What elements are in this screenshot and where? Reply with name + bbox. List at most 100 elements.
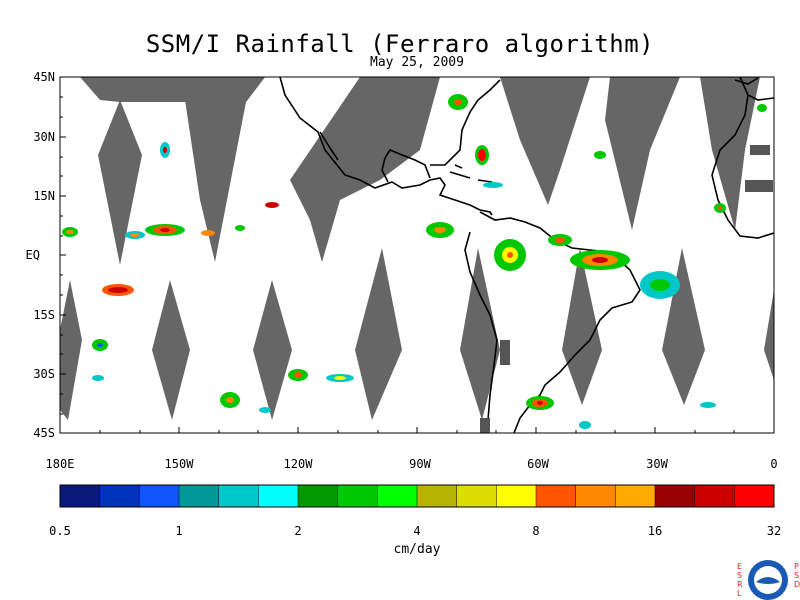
swath-gap <box>355 248 402 420</box>
colorbar-swatch <box>60 485 101 507</box>
baja-coast <box>319 131 339 161</box>
lat-ticks <box>60 76 66 434</box>
lat-label: 45S <box>33 426 55 440</box>
rain-patch <box>102 284 134 296</box>
colorbar <box>60 485 775 507</box>
colorbar-swatch <box>139 485 180 507</box>
rain-patch <box>714 203 726 213</box>
lat-label: 30N <box>33 130 55 144</box>
lat-labels: 45N 30N 15N EQ 15S 30S 45S <box>26 70 55 440</box>
colorbar-swatch <box>218 485 259 507</box>
coastlines <box>279 76 775 434</box>
colorbar-tick-label: 2 <box>294 524 301 538</box>
rain-patch <box>475 145 489 165</box>
rain-patch <box>288 369 308 381</box>
map-subtitle: May 25, 2009 <box>370 55 464 70</box>
lat-label: 15S <box>33 308 55 322</box>
colorbar-swatch <box>694 485 735 507</box>
colorbar-swatch <box>615 485 656 507</box>
colorbar-tick-label: 16 <box>648 524 662 538</box>
noaa-gull-icon <box>756 577 780 584</box>
colorbar-tick-label: 4 <box>413 524 420 538</box>
colorbar-swatch <box>258 485 299 507</box>
rain-patch <box>483 182 503 188</box>
noaa-badge-text: NOAA <box>759 571 777 578</box>
colorbar-swatch <box>99 485 140 507</box>
rain-patch <box>448 94 468 110</box>
iberia-coast <box>747 94 775 101</box>
rain-patch <box>125 231 145 239</box>
rain-patch <box>201 230 215 236</box>
colorbar-labels: 0.5 1 2 4 8 16 32 cm/day <box>49 524 781 557</box>
map-title: SSM/I Rainfall (Ferraro algorithm) <box>145 30 655 58</box>
lon-label: 180E <box>46 457 75 471</box>
swath-gap <box>253 280 292 420</box>
colorbar-tick-label: 32 <box>767 524 781 538</box>
rain-patch <box>700 402 716 408</box>
swath-gaps <box>60 77 774 420</box>
lon-label: 150W <box>165 457 195 471</box>
colorbar-swatch <box>456 485 497 507</box>
lon-label: 0 <box>770 457 777 471</box>
colorbar-swatch <box>298 485 339 507</box>
colorbar-tick-label: 1 <box>175 524 182 538</box>
swath-gap <box>764 290 774 380</box>
north-america-coast <box>279 76 493 216</box>
colorbar-frame <box>59 484 775 508</box>
rain-patch <box>259 407 271 413</box>
rain-patch <box>640 271 680 299</box>
land-patch <box>745 180 773 192</box>
lat-label: 30S <box>33 367 55 381</box>
colorbar-swatch <box>377 485 418 507</box>
lon-label: 30W <box>646 457 668 471</box>
rain-patch <box>145 224 185 236</box>
swath-gap <box>605 77 680 230</box>
gulf-coast <box>381 149 431 183</box>
colorbar-swatch <box>655 485 696 507</box>
lat-label: 15N <box>33 189 55 203</box>
land-patch <box>480 418 490 433</box>
swath-gap <box>98 100 142 265</box>
rain-patch <box>326 374 354 382</box>
colorbar-swatch <box>536 485 577 507</box>
colorbar-unit-label: cm/day <box>394 542 441 557</box>
lon-label: 90W <box>409 457 431 471</box>
rain-patch <box>160 142 170 158</box>
africa-coast <box>711 76 775 239</box>
rain-patch <box>757 104 767 112</box>
land-dark-patches <box>480 145 773 433</box>
south-america-west-coast <box>464 231 498 434</box>
south-america-coast <box>479 211 641 434</box>
lon-labels: 180E 150W 120W 90W 60W 30W 0 <box>46 457 778 471</box>
rain-patch <box>92 375 104 381</box>
rain-patch <box>265 202 279 208</box>
rain-patch <box>235 225 245 231</box>
lon-label: 120W <box>284 457 314 471</box>
rain-patch <box>594 151 606 159</box>
swath-gap <box>185 77 265 262</box>
colorbar-swatch <box>337 485 378 507</box>
swath-gap <box>662 248 705 405</box>
lat-label: EQ <box>26 248 40 262</box>
land-patch <box>750 145 770 155</box>
psd-letters: P S D <box>794 562 800 589</box>
colorbar-swatch <box>575 485 616 507</box>
colorbar-tick-label: 8 <box>532 524 539 538</box>
colorbar-swatch <box>417 485 458 507</box>
lat-label: 45N <box>33 70 55 84</box>
swath-gap <box>152 280 190 420</box>
noaa-logo: NOAA <box>748 560 788 600</box>
esrl-letters: E S R L <box>737 562 743 598</box>
swath-gap <box>562 248 602 405</box>
rain-patch <box>92 339 108 351</box>
rain-patch <box>548 234 572 246</box>
lon-ticks <box>59 427 775 433</box>
greenland-coast <box>734 77 759 85</box>
colorbar-swatch <box>179 485 220 507</box>
rain-patches <box>62 94 767 429</box>
colorbar-swatch <box>734 485 775 507</box>
land-patch <box>500 340 510 365</box>
swath-gap <box>290 77 440 262</box>
swath-gap <box>460 248 500 420</box>
